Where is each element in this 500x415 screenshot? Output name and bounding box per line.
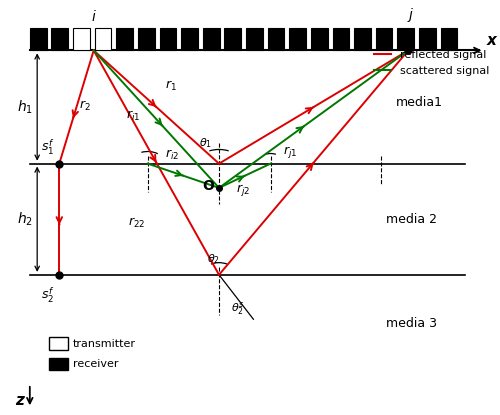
Bar bbox=[398, 28, 414, 51]
Text: x: x bbox=[487, 34, 496, 49]
Text: $j$: $j$ bbox=[407, 6, 414, 24]
Bar bbox=[94, 28, 112, 51]
Bar bbox=[160, 28, 176, 51]
Bar bbox=[268, 28, 284, 51]
Bar bbox=[311, 28, 328, 51]
Bar bbox=[52, 28, 68, 51]
Legend: reflected signal, scattered signal: reflected signal, scattered signal bbox=[370, 46, 494, 81]
Bar bbox=[73, 28, 90, 51]
Text: $h_1$: $h_1$ bbox=[17, 98, 33, 116]
Text: $r_2$: $r_2$ bbox=[79, 99, 90, 113]
Text: $r_{j2}$: $r_{j2}$ bbox=[236, 182, 250, 198]
Bar bbox=[290, 28, 306, 51]
Bar bbox=[440, 28, 458, 51]
Text: $\theta_1$: $\theta_1$ bbox=[200, 137, 212, 151]
Text: z: z bbox=[16, 393, 24, 408]
Text: media 2: media 2 bbox=[386, 213, 437, 226]
Bar bbox=[138, 28, 154, 51]
Bar bbox=[332, 28, 349, 51]
Bar bbox=[116, 28, 133, 51]
Text: media1: media1 bbox=[396, 97, 443, 110]
Text: $\mathbf{O}$: $\mathbf{O}$ bbox=[202, 179, 215, 193]
Text: $h_2$: $h_2$ bbox=[17, 210, 33, 228]
Text: receiver: receiver bbox=[73, 359, 118, 369]
Text: $r_1$: $r_1$ bbox=[165, 79, 177, 93]
Text: $r_{j1}$: $r_{j1}$ bbox=[283, 144, 297, 160]
Bar bbox=[376, 28, 392, 51]
Text: $\theta_2$: $\theta_2$ bbox=[206, 253, 220, 266]
Text: media 3: media 3 bbox=[386, 317, 437, 330]
Bar bbox=[181, 28, 198, 51]
Bar bbox=[50, 358, 68, 370]
Bar bbox=[203, 28, 220, 51]
Bar bbox=[30, 28, 46, 51]
Bar bbox=[246, 28, 263, 51]
Text: transmitter: transmitter bbox=[73, 339, 136, 349]
Text: $i$: $i$ bbox=[91, 9, 96, 24]
Text: $s^f_2$: $s^f_2$ bbox=[41, 285, 54, 305]
Bar bbox=[224, 28, 241, 51]
Bar bbox=[354, 28, 371, 51]
Text: $r_{i1}$: $r_{i1}$ bbox=[126, 109, 140, 123]
Bar bbox=[50, 337, 68, 349]
Text: $\theta^s_2$: $\theta^s_2$ bbox=[232, 300, 245, 317]
Text: $r_{i2}$: $r_{i2}$ bbox=[165, 148, 179, 162]
Bar bbox=[419, 28, 436, 51]
Text: $s^f_1$: $s^f_1$ bbox=[41, 138, 54, 157]
Text: $r_{22}$: $r_{22}$ bbox=[128, 216, 146, 230]
